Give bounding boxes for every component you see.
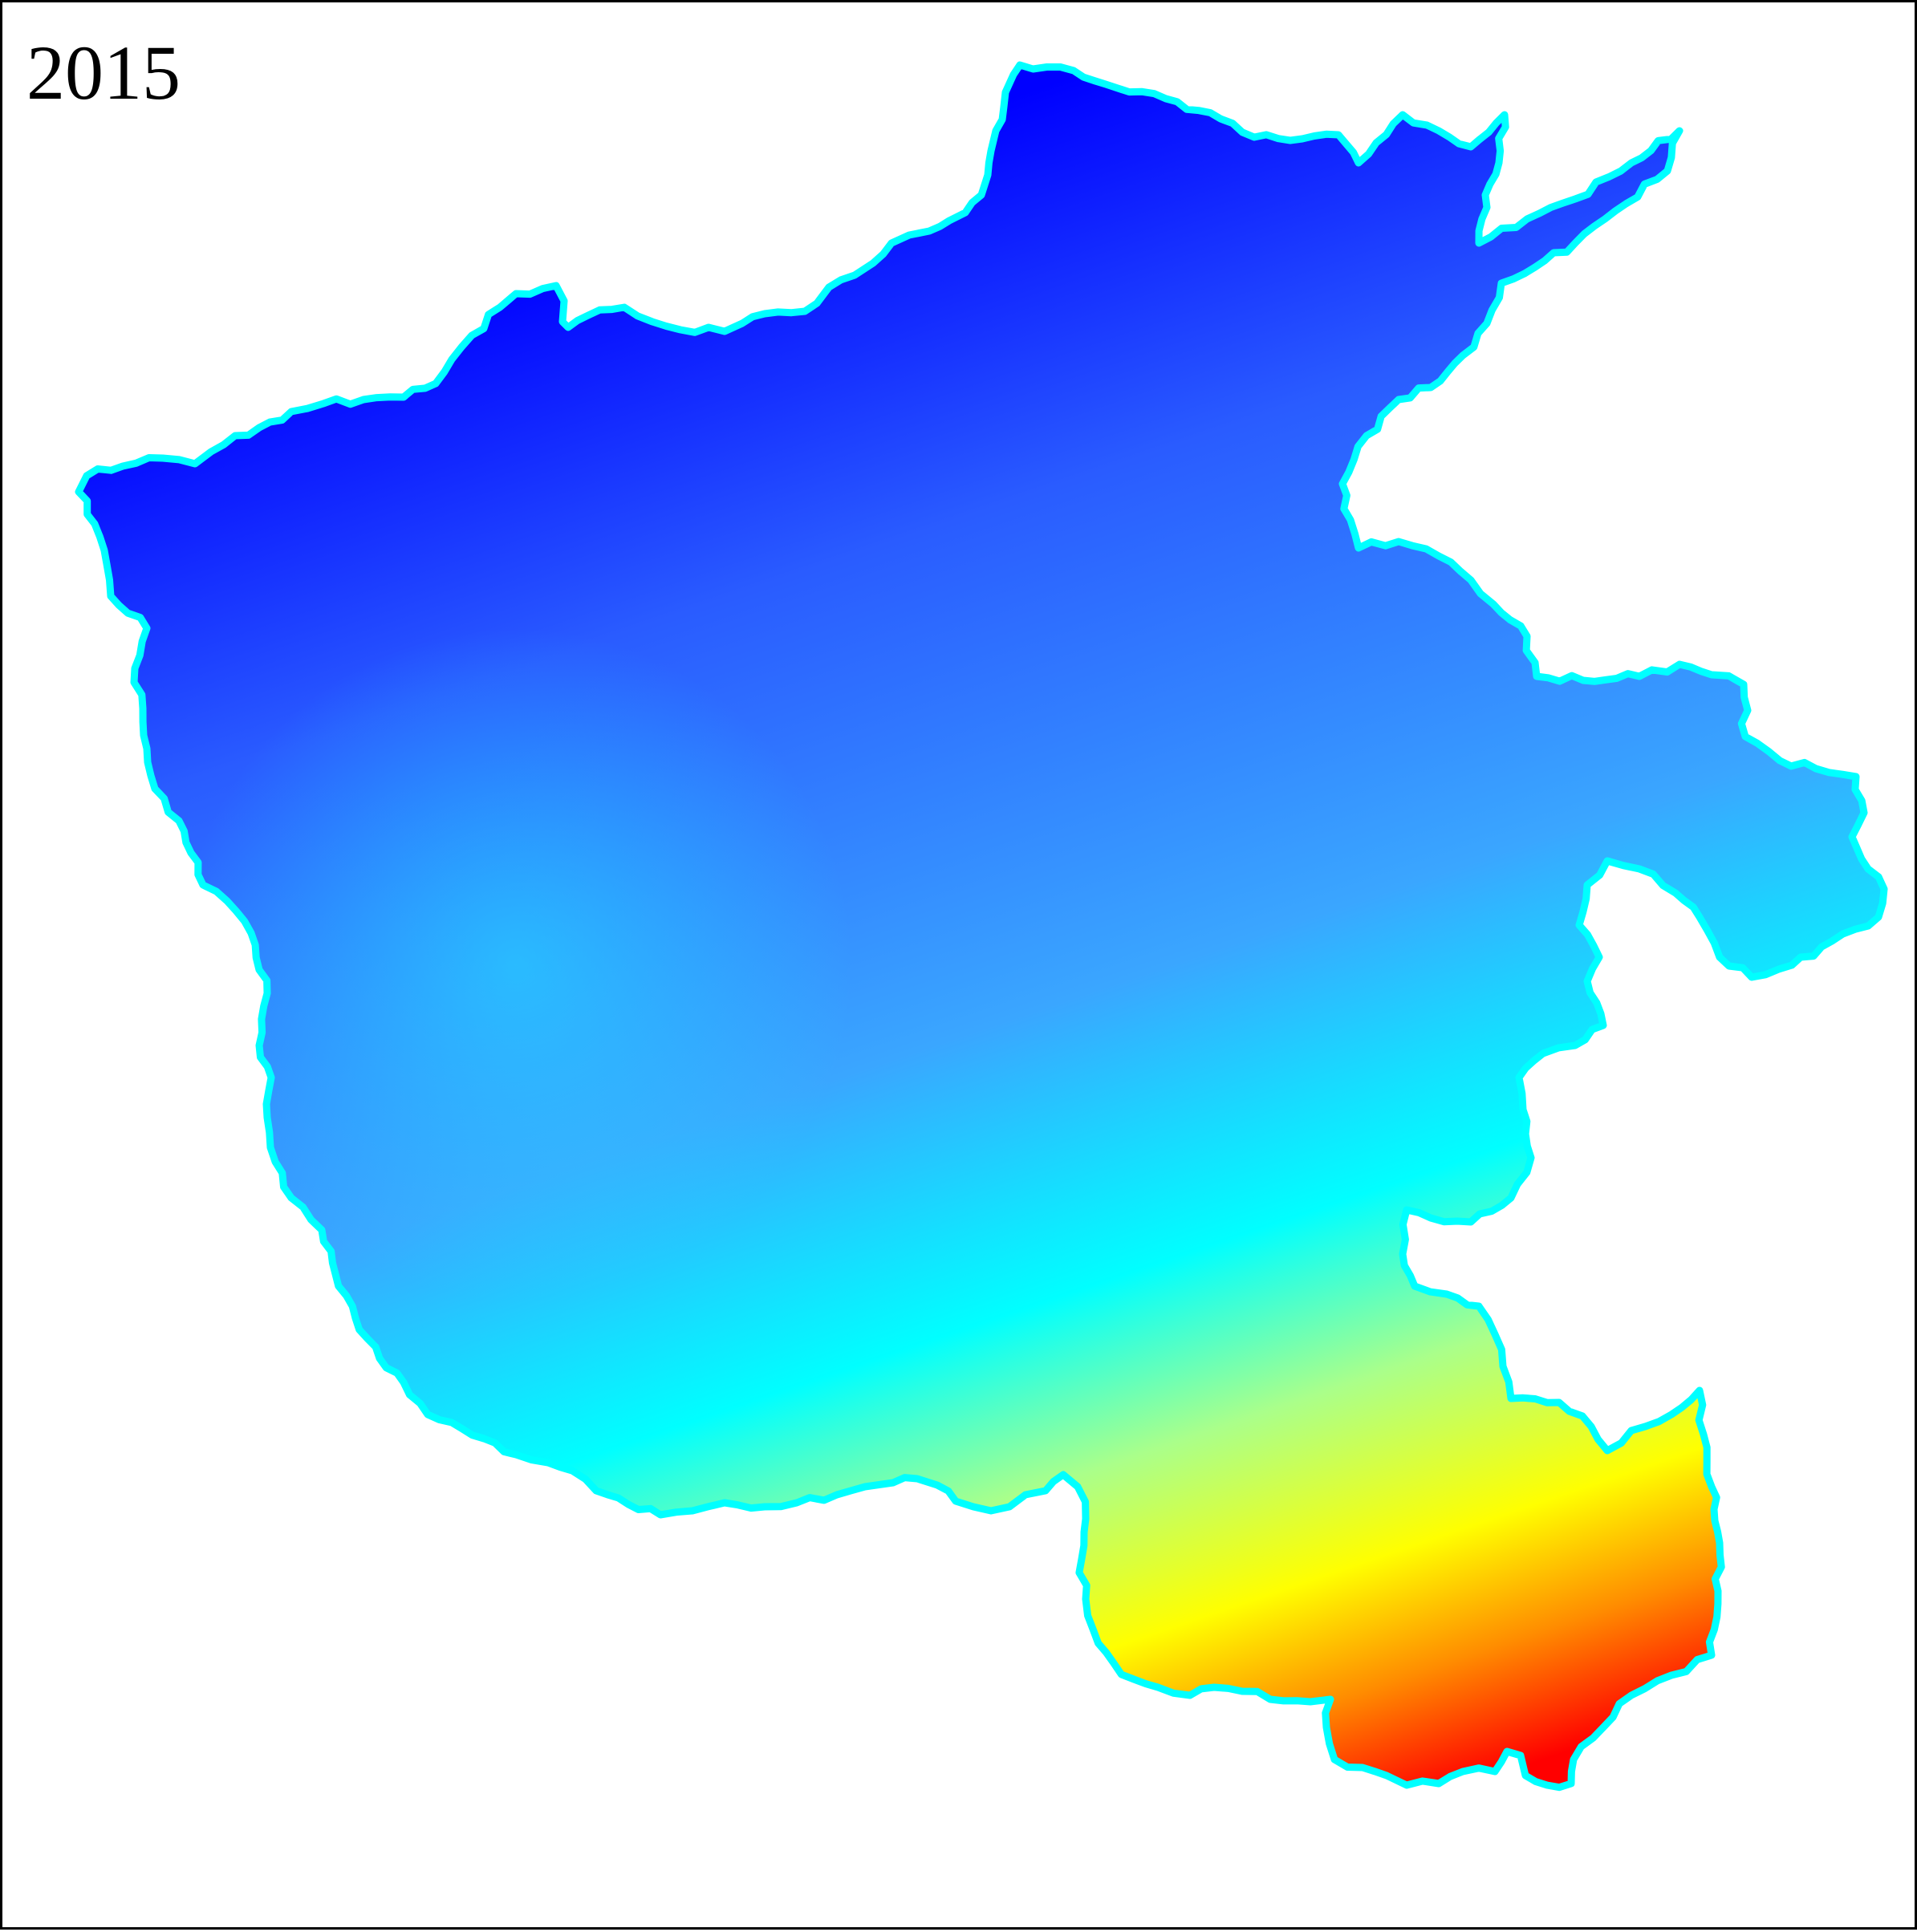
year-label: 2015 xyxy=(26,30,181,116)
province-fill xyxy=(79,65,1884,1788)
province-boundary xyxy=(75,61,1888,1792)
western-highland-shading xyxy=(83,564,1046,1527)
